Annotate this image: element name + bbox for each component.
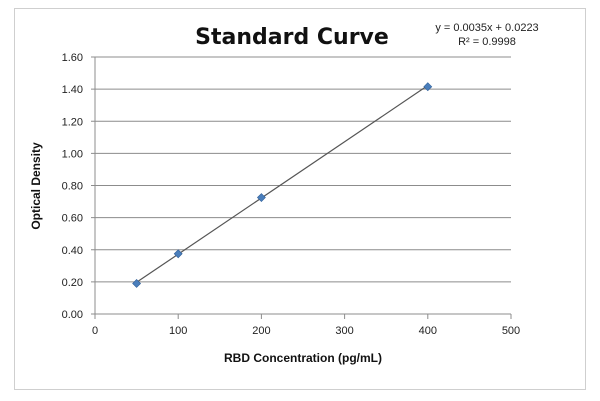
trendline-group (136, 85, 429, 283)
data-point (423, 82, 433, 92)
data-point (256, 193, 266, 202)
x-axis-label: RBD Concentration (pg/mL) (224, 351, 382, 365)
trendline-equation: y = 0.0035x + 0.0223 (435, 22, 538, 34)
y-tick-label: 1.00 (62, 148, 83, 160)
y-tick-label: 0.20 (62, 277, 83, 289)
x-tick-label: 400 (419, 325, 437, 337)
chart-title: Standard Curve (195, 25, 389, 50)
grid-lines (95, 56, 511, 283)
chart-frame (14, 8, 586, 390)
x-tick-label: 0 (92, 325, 98, 337)
y-axis-label: Optical Density (29, 142, 43, 230)
data-point (173, 249, 183, 259)
data-point (132, 279, 142, 288)
trendline-r-squared: R² = 0.9998 (458, 36, 516, 48)
trendline (136, 85, 429, 283)
x-tick-label: 200 (252, 325, 270, 337)
y-tick-label: 1.60 (62, 52, 83, 64)
x-tick-label: 500 (502, 325, 520, 337)
y-tick-label: 0.00 (62, 309, 83, 321)
y-tick-label: 0.60 (62, 213, 83, 225)
data-points (132, 82, 433, 288)
x-tick-label: 100 (169, 325, 187, 337)
tick-labels: 0.00 0.20 0.40 0.60 0.80 1.00 1.20 1.40 1.60 0 100… (62, 52, 521, 337)
y-tick-label: 1.20 (62, 116, 83, 128)
axes (91, 56, 512, 319)
x-tick-label: 300 (335, 325, 353, 337)
y-tick-label: 1.40 (62, 84, 83, 96)
y-tick-label: 0.80 (62, 181, 83, 193)
y-tick-label: 0.40 (62, 245, 83, 257)
